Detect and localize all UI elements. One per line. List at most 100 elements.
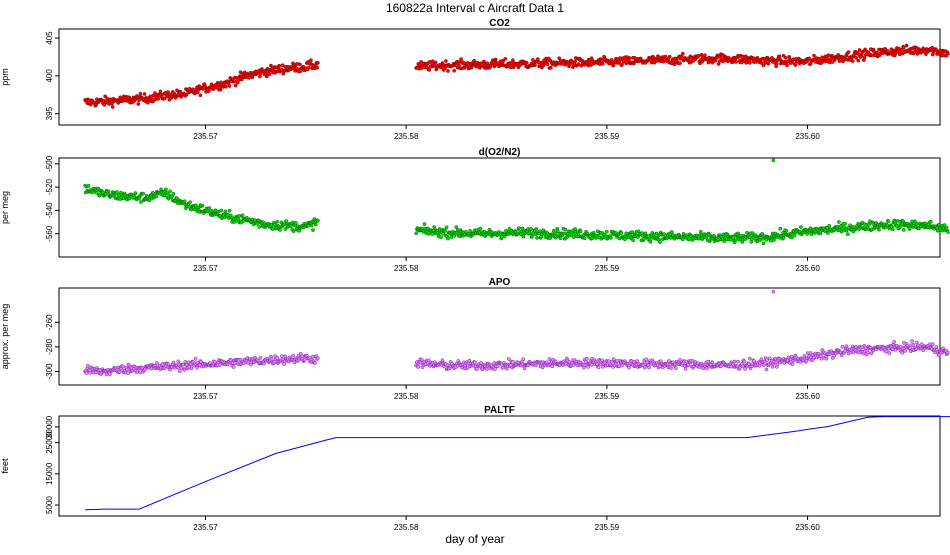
data-point bbox=[298, 62, 302, 67]
data-point bbox=[571, 235, 576, 239]
data-point bbox=[432, 225, 437, 229]
data-point bbox=[669, 230, 674, 234]
x-tick-label: 235.59 bbox=[595, 264, 620, 273]
data-point bbox=[563, 227, 568, 232]
data-point bbox=[153, 91, 157, 95]
data-point bbox=[934, 345, 939, 349]
data-point bbox=[903, 348, 908, 353]
data-point bbox=[524, 60, 529, 65]
figure-title: 160822a Interval c Aircraft Data 1 bbox=[386, 1, 564, 15]
data-point bbox=[772, 238, 776, 242]
data-point bbox=[901, 45, 906, 50]
data-point bbox=[857, 48, 862, 52]
x-tick-label: 235.57 bbox=[193, 392, 218, 401]
data-point bbox=[698, 229, 703, 234]
data-point bbox=[280, 354, 284, 359]
data-point bbox=[844, 344, 849, 349]
data-point bbox=[162, 193, 167, 198]
data-point bbox=[744, 60, 749, 65]
data-point bbox=[545, 62, 550, 67]
data-point bbox=[886, 219, 891, 224]
data-point bbox=[771, 289, 776, 294]
data-point bbox=[915, 52, 920, 56]
data-point bbox=[439, 235, 443, 240]
data-point bbox=[793, 63, 798, 67]
data-point bbox=[850, 59, 855, 63]
data-point bbox=[297, 229, 302, 233]
y-tick-label: -300 bbox=[45, 363, 54, 380]
data-point bbox=[156, 96, 161, 101]
data-point bbox=[133, 191, 138, 195]
x-tick-label: 235.58 bbox=[394, 264, 419, 273]
data-point bbox=[899, 47, 904, 52]
data-point bbox=[427, 68, 432, 72]
data-point bbox=[275, 219, 279, 224]
panel-title: CO2 bbox=[489, 18, 510, 29]
data-point bbox=[818, 231, 823, 236]
data-point bbox=[127, 95, 132, 100]
data-point bbox=[527, 231, 532, 235]
data-point bbox=[807, 56, 812, 61]
data-point bbox=[609, 58, 614, 62]
data-point bbox=[210, 208, 215, 213]
y-tick-label: -560 bbox=[45, 225, 54, 242]
data-point bbox=[193, 356, 198, 361]
data-point bbox=[824, 356, 829, 361]
x-tick-label: 235.59 bbox=[595, 392, 620, 401]
x-tick-label: 235.60 bbox=[795, 392, 820, 401]
data-point bbox=[770, 364, 775, 369]
data-point bbox=[475, 366, 479, 371]
data-point bbox=[586, 365, 591, 369]
data-point bbox=[517, 226, 521, 230]
data-point bbox=[184, 92, 189, 97]
data-point bbox=[589, 362, 594, 367]
data-point bbox=[535, 57, 540, 61]
data-point bbox=[178, 89, 183, 94]
data-point bbox=[201, 87, 206, 91]
data-point bbox=[506, 357, 511, 361]
data-point bbox=[856, 58, 861, 63]
data-point bbox=[549, 65, 553, 70]
data-point bbox=[892, 339, 897, 344]
data-point bbox=[619, 231, 624, 235]
data-point bbox=[227, 208, 232, 213]
plot-frame bbox=[58, 415, 941, 517]
data-point bbox=[648, 239, 653, 244]
data-point bbox=[759, 61, 764, 65]
panel-1: CO2 ppm 235.57 235.58 235.59 235.60 395 400 405 bbox=[0, 18, 950, 141]
data-point bbox=[667, 54, 672, 59]
data-point bbox=[478, 226, 483, 231]
x-tick-label: 235.58 bbox=[394, 132, 419, 141]
data-point bbox=[923, 221, 928, 226]
data-point bbox=[752, 359, 756, 363]
data-point bbox=[658, 240, 662, 245]
data-point bbox=[188, 200, 192, 205]
data-point bbox=[110, 105, 115, 109]
data-point bbox=[576, 62, 581, 66]
x-tick-label: 235.60 bbox=[795, 264, 820, 273]
data-point bbox=[784, 228, 789, 233]
panel-title: APO bbox=[489, 277, 511, 288]
data-point bbox=[171, 191, 176, 196]
data-point bbox=[316, 60, 320, 65]
data-point bbox=[636, 229, 641, 234]
data-point bbox=[473, 360, 477, 365]
data-point bbox=[206, 89, 211, 94]
data-point bbox=[946, 230, 950, 234]
data-point bbox=[240, 213, 245, 218]
data-point bbox=[264, 74, 269, 79]
data-point bbox=[443, 229, 448, 233]
y-tick-label: 395 bbox=[45, 106, 54, 120]
data-point bbox=[584, 356, 589, 361]
data-point bbox=[573, 59, 577, 64]
data-point bbox=[785, 63, 789, 68]
data-point bbox=[799, 225, 803, 229]
data-point bbox=[946, 51, 950, 56]
data-point bbox=[944, 225, 949, 230]
chart-panels: CO2 ppm 235.57 235.58 235.59 235.60 395 400 405 d… bbox=[0, 18, 950, 532]
data-point bbox=[884, 349, 888, 354]
data-point bbox=[141, 191, 145, 196]
data-point bbox=[257, 225, 262, 229]
data-point bbox=[717, 59, 722, 64]
x-axis-title: day of year bbox=[445, 532, 504, 546]
